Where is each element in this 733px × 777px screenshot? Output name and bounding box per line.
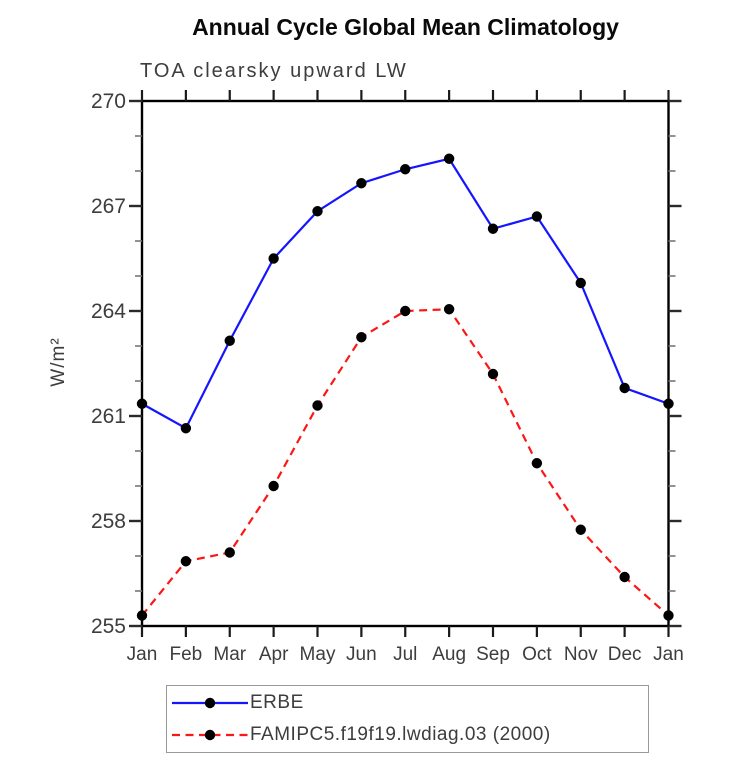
svg-text:Apr: Apr: [259, 644, 289, 665]
legend-line-solid-icon: [172, 697, 248, 708]
svg-text:Dec: Dec: [608, 644, 642, 665]
svg-text:Nov: Nov: [564, 644, 598, 665]
svg-text:261: 261: [91, 405, 126, 428]
legend-line-dashed-icon: [172, 730, 248, 741]
svg-text:270: 270: [91, 90, 126, 113]
svg-text:Jul: Jul: [393, 644, 417, 665]
svg-text:Feb: Feb: [170, 644, 203, 665]
svg-text:258: 258: [91, 510, 126, 533]
legend-item-erbe: ERBE: [167, 687, 648, 719]
svg-text:Aug: Aug: [432, 644, 466, 665]
svg-text:Jan: Jan: [653, 644, 684, 665]
svg-text:Sep: Sep: [476, 644, 510, 665]
svg-text:May: May: [300, 644, 336, 665]
svg-text:267: 267: [91, 195, 126, 218]
chart-subtitle: TOA clearsky upward LW: [140, 60, 408, 82]
svg-text:Jan: Jan: [127, 644, 158, 665]
svg-text:Mar: Mar: [213, 644, 246, 665]
svg-text:Jun: Jun: [346, 644, 377, 665]
plot-area: Jan Feb Mar Apr May Jun Jul Aug Sep Oct Nov Dec Jan2…: [91, 90, 684, 665]
legend-label: FAMIPC5.f19f19.lwdiag.03 (2000): [250, 724, 551, 746]
legend-item-famipc5: FAMIPC5.f19f19.lwdiag.03 (2000): [167, 719, 648, 751]
svg-text:264: 264: [91, 300, 126, 323]
svg-text:255: 255: [91, 615, 126, 638]
svg-text:Oct: Oct: [522, 644, 552, 665]
legend-label: ERBE: [250, 691, 304, 713]
chart-title: Annual Cycle Global Mean Climatology: [192, 14, 619, 40]
legend-box: ERBE FAMIPC5.f19f19.lwdiag.03 (2000): [166, 685, 649, 753]
